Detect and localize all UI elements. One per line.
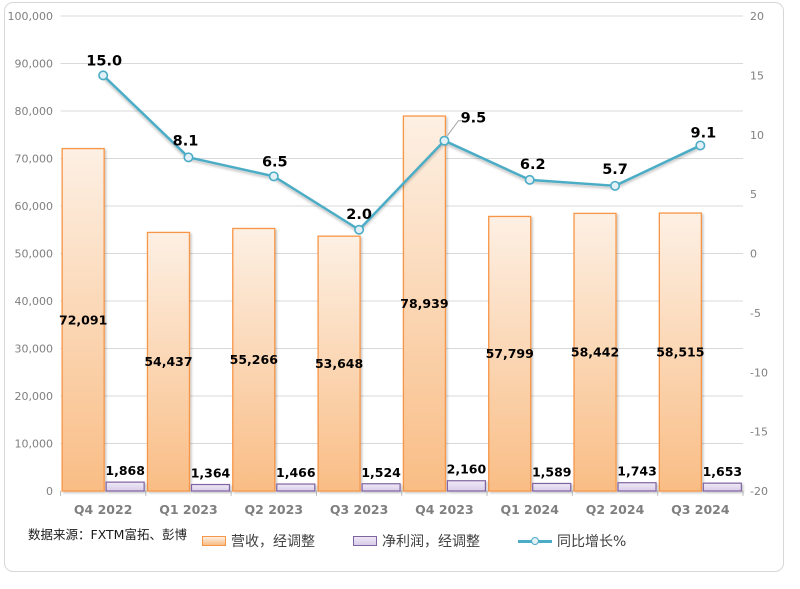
growth-value-label: 9.1: [691, 125, 717, 141]
right-axis-tick-label: 15: [750, 69, 764, 82]
growth-marker: [183, 152, 194, 163]
left-axis-tick-label: 90,000: [15, 58, 54, 71]
bar-revenue: [658, 212, 702, 492]
net-profit-value-label: 1,524: [361, 465, 401, 480]
left-axis-tick-label: 100,000: [8, 10, 54, 23]
growth-line-marker-icon: [531, 537, 539, 545]
category-label: Q3 2024: [671, 502, 730, 517]
revenue-value-label: 55,266: [230, 352, 279, 367]
growth-value-label: 2.0: [346, 207, 372, 223]
growth-line: [102, 74, 701, 231]
growth-marker: [439, 135, 450, 146]
net-profit-value-label: 1,364: [191, 466, 231, 481]
bar-net-profit: [276, 483, 316, 492]
right-axis-tick-label: 20: [750, 10, 764, 23]
left-axis-tick-label: 20,000: [15, 390, 54, 403]
bar-revenue: [573, 212, 617, 492]
legend-item-growth: 同比增长%: [518, 531, 626, 551]
category-label: Q3 2023: [330, 502, 388, 517]
source-note: 数据来源：FXTM富拓、彭博: [28, 527, 187, 542]
right-axis-tick-label: -10: [750, 366, 768, 379]
legend-item-net-profit: 净利润，经调整: [353, 531, 480, 551]
bar-revenue: [61, 147, 105, 492]
growth-value-label: 5.7: [602, 162, 628, 178]
bar-net-profit: [532, 482, 572, 492]
revenue-value-label: 78,939: [400, 296, 448, 311]
left-axis-tick-label: 40,000: [15, 295, 54, 308]
chart-frame: [4, 2, 784, 572]
category-label: Q2 2023: [245, 502, 303, 517]
left-axis-tick-label: 30,000: [15, 343, 54, 356]
left-axis-tick-label: 10,000: [15, 438, 54, 451]
legend-label-net-profit: 净利润，经调整: [382, 534, 480, 550]
right-axis-tick-label: 10: [750, 129, 764, 142]
legend: 营收，经调整 净利润，经调整 同比增长%: [202, 531, 626, 551]
revenue-value-label: 58,442: [571, 345, 619, 360]
bar-net-profit: [105, 481, 145, 492]
bar-net-profit: [446, 480, 487, 492]
callout-leader-line: [447, 120, 464, 136]
category-label: Q2 2024: [586, 502, 645, 517]
growth-value-label: 9.5: [461, 111, 487, 127]
net-profit-value-label: 1,868: [105, 463, 145, 478]
bar-net-profit: [361, 483, 401, 492]
category-label: Q4 2022: [74, 502, 132, 517]
category-label: Q1 2023: [159, 502, 217, 517]
bar-revenue: [232, 227, 276, 492]
right-axis-tick-label: 0: [750, 248, 757, 261]
right-axis-tick-label: -20: [750, 485, 768, 498]
category-label: Q1 2024: [500, 502, 559, 517]
bar-net-profit: [617, 482, 657, 492]
right-axis-tick-label: -5: [750, 307, 761, 320]
growth-value-label: 8.1: [173, 133, 199, 149]
legend-label-revenue: 营收，经调整: [231, 534, 315, 550]
growth-marker: [268, 171, 279, 182]
growth-value-label: 15.0: [86, 53, 122, 69]
net-profit-value-label: 1,589: [532, 464, 572, 479]
category-label: Q4 2023: [415, 502, 473, 517]
growth-marker: [354, 224, 365, 235]
bar-net-profit: [702, 482, 742, 492]
left-axis-tick-label: 70,000: [15, 153, 54, 166]
growth-marker: [524, 174, 535, 185]
revenue-value-label: 54,437: [144, 354, 192, 369]
bar-revenue: [402, 115, 447, 492]
net-profit-value-label: 1,743: [617, 464, 657, 479]
bar-revenue: [488, 215, 532, 492]
growth-value-label: 6.2: [520, 157, 546, 173]
right-axis-tick-label: 5: [750, 188, 757, 201]
growth-value-label: 6.5: [262, 154, 288, 170]
growth-marker: [610, 180, 621, 191]
bar-revenue: [317, 235, 361, 492]
legend-item-revenue: 营收，经调整: [202, 531, 315, 551]
net-profit-swatch-icon: [353, 536, 377, 546]
revenue-value-label: 57,799: [486, 346, 534, 361]
bar-revenue: [146, 231, 191, 492]
net-profit-value-label: 1,653: [703, 464, 743, 479]
growth-line-icon: [518, 535, 552, 547]
revenue-swatch-icon: [202, 536, 226, 546]
revenue-value-label: 72,091: [59, 312, 107, 327]
growth-marker: [695, 140, 706, 151]
left-axis-tick-label: 80,000: [15, 105, 54, 118]
growth-marker: [98, 70, 109, 81]
net-profit-value-label: 2,160: [447, 462, 487, 477]
left-axis-tick-label: 50,000: [15, 248, 54, 261]
bar-net-profit: [190, 483, 231, 492]
left-axis-tick-label: 0: [46, 485, 53, 498]
right-axis-tick-label: -15: [750, 426, 768, 439]
revenue-value-label: 53,648: [315, 356, 363, 371]
net-profit-value-label: 1,466: [276, 465, 316, 480]
legend-label-growth: 同比增长%: [557, 534, 627, 550]
left-axis-tick-label: 60,000: [15, 200, 54, 213]
revenue-value-label: 58,515: [656, 345, 704, 360]
